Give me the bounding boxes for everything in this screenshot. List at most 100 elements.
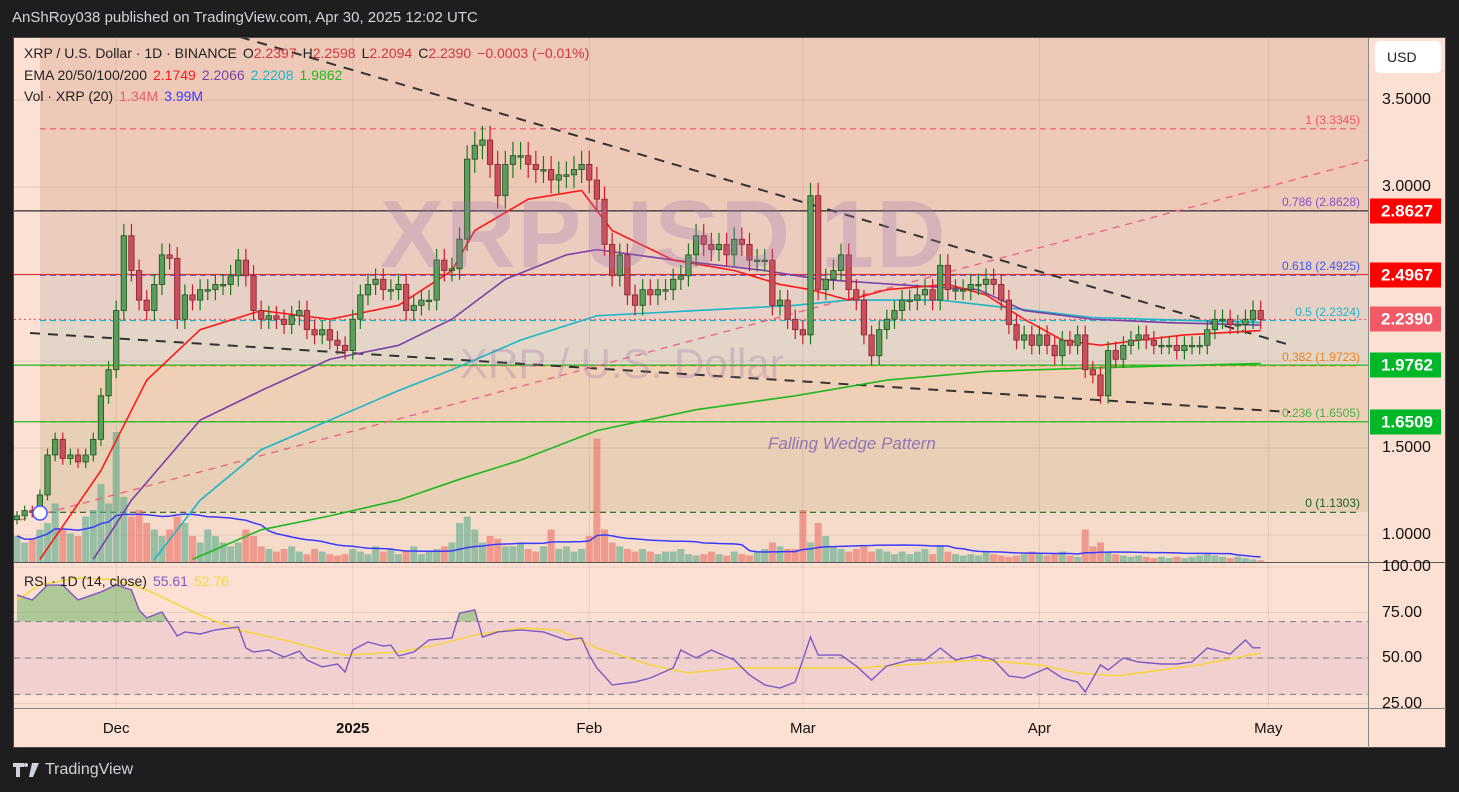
candle [868,325,875,365]
ema200-value: 1.9862 [299,67,343,83]
volume-bar [188,536,196,562]
candle [891,300,898,329]
candle [685,243,692,287]
candle [319,320,326,345]
candle [67,448,74,465]
candle-body [647,289,654,296]
candle [616,243,623,287]
candle-body [14,515,21,521]
candle [1059,330,1066,365]
candle-body [1158,344,1165,348]
candle-body [372,278,379,285]
candle-body [174,257,181,320]
candle-body [166,254,173,259]
volume-bar [860,546,868,562]
candle-body [341,344,349,351]
ema-legend[interactable]: EMA 20/50/100/200 2.1749 2.2066 2.2208 1.986… [24,67,343,83]
candle-body [258,310,265,320]
volume-bar [593,438,601,562]
candle-body [708,244,715,251]
time-tick: Feb [576,720,603,737]
candle-body [715,244,723,251]
currency-button[interactable]: USD [1375,41,1441,73]
marker-circle-icon [32,505,48,521]
candle [1219,309,1226,329]
candle-body [776,299,784,306]
symbol-title[interactable]: XRP / U.S. Dollar · 1D · BINANCE [24,45,237,61]
candle-body [227,275,234,285]
volume-bar [1104,551,1112,562]
volume-bar [272,551,280,562]
candle [1204,320,1211,355]
volume-bar [1081,529,1089,562]
volume-bar [944,551,952,562]
volume-bar [478,542,486,562]
volume-bar [364,554,372,562]
rsi-legend[interactable]: RSI · 1D (14, close) 55.61 52.76 [24,573,230,589]
volume-bar [1112,554,1120,562]
candle [128,223,135,282]
candle [1005,289,1013,335]
candle [227,264,234,296]
candle [113,300,120,379]
candle-body [21,510,28,517]
volume-bar [539,546,547,562]
volume-bar [456,523,464,562]
candle-body [135,270,143,301]
volume-bar [82,516,90,562]
candle-body [486,139,494,165]
candle-body [250,275,257,311]
price-badge: 1.9762 [1370,352,1441,378]
volume-legend[interactable]: Vol · XRP (20) 1.34M 3.99M [24,88,204,104]
volume-bar [433,549,441,562]
candle [754,248,761,272]
candle [860,289,868,345]
candle [1227,309,1234,335]
volume-bar [692,555,700,562]
volume-bar [1013,555,1021,562]
candle-body [555,174,562,181]
candle-body [120,235,127,311]
close-value: 2.2390 [428,45,472,61]
volume-bar [66,533,74,562]
candle [1082,325,1089,379]
candle-body [296,310,303,317]
candle [1051,336,1058,365]
candle-body [1013,324,1020,341]
candle-body [807,195,814,336]
volume-bar [471,529,479,562]
volume-bar [730,551,738,562]
rsi-tick: 75.00 [1382,603,1423,621]
candle-body [464,158,471,240]
candle-body [1234,324,1241,327]
candle [921,279,929,306]
volume-bar [753,551,761,562]
volume-bar [318,551,326,562]
volume-bar [784,549,792,562]
candle [937,254,944,311]
candle-body [273,315,280,320]
volume-bar [799,510,807,562]
rsi-line [16,584,1261,694]
candle [1021,325,1028,350]
ema20-line [39,189,1261,560]
candle-body [1135,334,1142,341]
candle [746,232,753,272]
fib-band-above [40,38,1368,129]
candle-body [418,299,425,306]
candle [1188,336,1196,355]
volume-bar [1241,558,1249,562]
volume-bar [402,551,410,562]
publisher-line: AnShRoy038 published on TradingView.com,… [12,9,478,26]
candle-body [1204,329,1211,346]
volume-bar [608,542,616,562]
volume-bar [677,549,685,562]
volume-bar [181,523,189,562]
volume-bar [601,529,609,562]
candle-body [548,169,555,181]
candle [143,289,150,321]
candle [166,243,173,270]
candle-body [128,235,135,271]
candle-body [1249,310,1257,320]
